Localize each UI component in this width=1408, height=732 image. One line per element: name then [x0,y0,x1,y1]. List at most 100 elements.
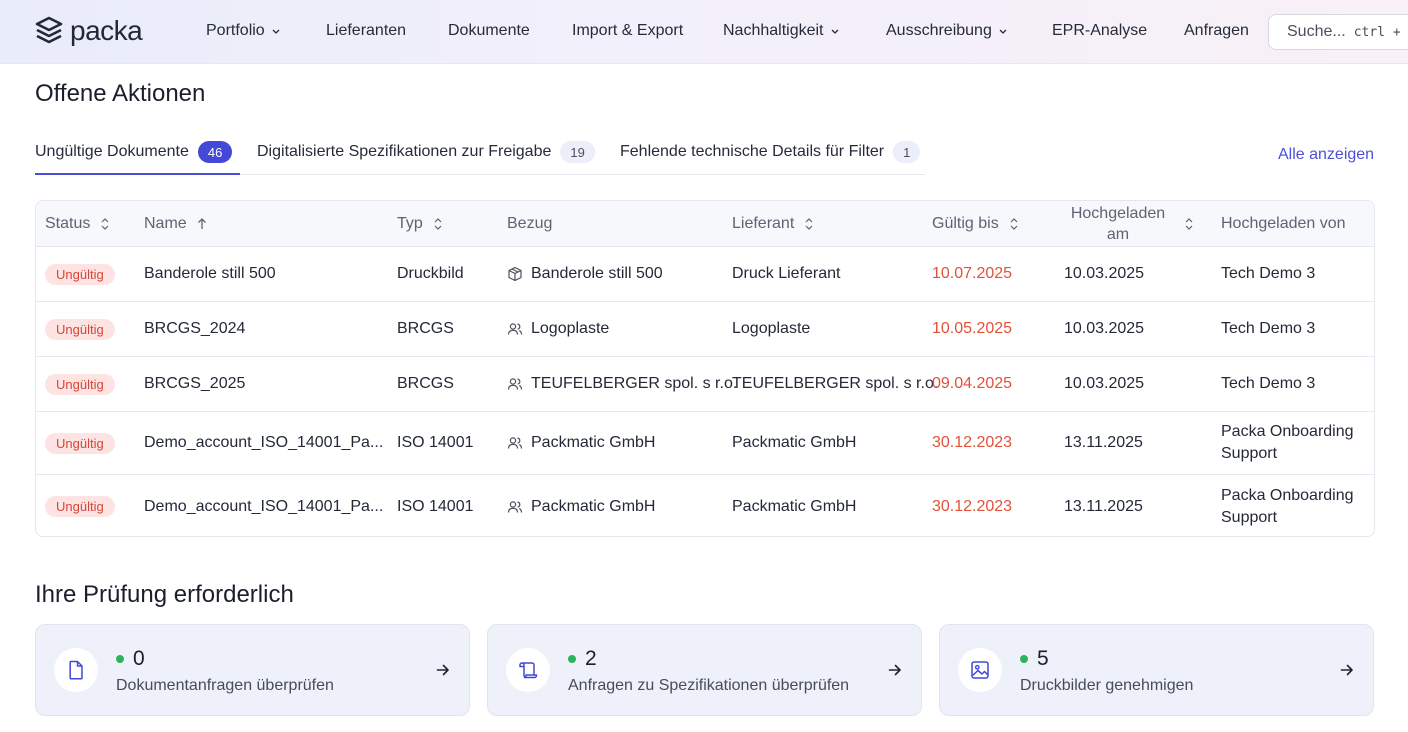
column-status-label: Status [45,215,91,232]
card-label: Anfragen zu Spezifikationen überprüfen [568,677,850,694]
arrow-right-icon [436,664,449,676]
invalid-documents-table: Status Name Typ Bezug Lieferant Gültig b… [35,200,1375,537]
arrow-right-icon [888,664,901,676]
column-name[interactable]: Name [144,201,207,247]
status-badge: Ungültig [45,432,115,454]
nav-import-export-label: Import & Export [572,22,684,39]
row-supplier: Packmatic GmbH [732,497,857,515]
nav-portfolio-label: Portfolio [206,22,265,39]
card-spec-requests[interactable]: 2 Anfragen zu Spezifikationen überprüfen [487,624,922,716]
sort-icon [805,218,813,230]
nav-epr-analyse[interactable]: EPR-Analyse [1052,22,1147,40]
card-count: 2 [585,647,597,670]
row-ref[interactable]: TEUFELBERGER spol. s r.o. [507,357,737,411]
status-badge: Ungültig [45,263,115,285]
nav-anfragen-label: Anfragen [1184,22,1249,39]
open-actions-title: Offene Aktionen [35,80,206,107]
nav-dokumente[interactable]: Dokumente [448,22,530,40]
open-actions-tabs: Ungültige Dokumente 46 Digitalisierte Sp… [35,135,925,175]
nav-nachhaltigkeit[interactable]: Nachhaltigkeit [723,22,840,40]
nav-dokumente-label: Dokumente [448,22,530,39]
nav-lieferanten-label: Lieferanten [326,22,407,39]
card-label: Dokumentanfragen überprüfen [116,677,334,694]
chevron-down-icon [999,29,1007,34]
row-ref-label: Banderole still 500 [531,265,663,282]
row-ref[interactable]: Logoplaste [507,302,609,356]
card-icon-wrap [506,648,550,692]
table-row[interactable]: Ungültig BRCGS_2024 BRCGS Logoplaste Log… [36,302,1374,357]
tab-digitized-specs[interactable]: Digitalisierte Spezifikationen zur Freig… [257,141,595,163]
nav-lieferanten[interactable]: Lieferanten [326,22,406,40]
table-row[interactable]: Ungültig Demo_account_ISO_14001_Pa... IS… [36,412,1374,475]
status-badge: Ungültig [45,318,115,340]
column-type-label: Typ [397,215,423,232]
table-header: Status Name Typ Bezug Lieferant Gültig b… [36,201,1374,247]
image-icon [971,661,989,679]
users-icon [507,500,523,513]
show-all-link[interactable]: Alle anzeigen [1278,146,1375,163]
row-type: Druckbild [397,265,464,282]
status-dot [116,655,124,663]
row-ref[interactable]: Banderole still 500 [507,247,663,301]
users-icon [507,378,523,390]
card-label: Druckbilder genehmigen [1020,677,1194,694]
row-valid-until: 10.07.2025 [932,265,1013,282]
card-icon-wrap [54,648,98,692]
tab-invalid-documents[interactable]: Ungültige Dokumente 46 [35,141,233,163]
row-type: BRCGS [397,375,454,392]
column-type[interactable]: Typ [397,201,443,247]
row-valid-until: 09.04.2025 [932,375,1013,392]
nav-import-export[interactable]: Import & Export [572,22,683,40]
nav-epr-analyse-label: EPR-Analyse [1052,22,1148,39]
count-badge: 46 [197,141,233,163]
search-input[interactable]: Suche... ctrl + K [1268,14,1408,50]
nav-ausschreibung[interactable]: Ausschreibung [886,22,1008,40]
column-name-label: Name [144,215,187,232]
status-badge: Ungültig [45,373,115,395]
row-name: Banderole still 500 [144,265,276,282]
column-uploaded-at-label: Hochgeladen am [1070,205,1166,243]
column-status[interactable]: Status [45,201,110,247]
document-icon [69,660,83,680]
column-supplier[interactable]: Lieferant [732,201,814,247]
sort-icon [434,218,442,230]
row-supplier: Druck Lieferant [732,265,841,282]
row-ref[interactable]: Packmatic GmbH [507,475,655,536]
brand-name: packa [70,15,143,46]
row-type: ISO 14001 [397,497,474,515]
users-icon [507,323,523,335]
sort-icon [1010,218,1018,230]
row-uploaded-at: 13.11.2025 [1064,497,1143,515]
tab-missing-technical-details[interactable]: Fehlende technische Details für Filter 1 [620,141,921,163]
nav-portfolio[interactable]: Portfolio [206,22,281,40]
table-row[interactable]: Ungültig Demo_account_ISO_14001_Pa... IS… [36,475,1374,536]
table-row[interactable]: Ungültig BRCGS_2025 BRCGS TEUFELBERGER s… [36,357,1374,412]
packa-logo-icon [35,16,63,44]
card-print-images[interactable]: 5 Druckbilder genehmigen [939,624,1374,716]
card-document-requests[interactable]: 0 Dokumentanfragen überprüfen [35,624,470,716]
column-uploaded-at[interactable]: Hochgeladen am [1068,201,1194,247]
row-uploaded-at: 13.11.2025 [1064,434,1143,451]
row-ref-label: TEUFELBERGER spol. s r.o. [531,375,738,392]
row-uploaded-by: Tech Demo 3 [1221,265,1316,282]
row-ref[interactable]: Packmatic GmbH [507,412,655,474]
row-uploaded-by: Tech Demo 3 [1221,375,1316,392]
brand-logo[interactable]: packa [34,15,143,47]
column-valid-until[interactable]: Gültig bis [932,201,1019,247]
scroll-icon [519,662,538,679]
row-uploaded-at: 10.03.2025 [1064,320,1145,337]
users-icon [507,437,523,449]
row-name: Demo_account_ISO_14001_Pa... [144,497,384,515]
tab-label: Fehlende technische Details für Filter [620,143,885,160]
row-supplier: Packmatic GmbH [732,434,857,451]
package-icon [508,266,522,282]
column-ref-label: Bezug [507,215,553,232]
row-valid-until: 30.12.2023 [932,434,1013,451]
row-uploaded-by: Tech Demo 3 [1221,320,1316,337]
column-valid-until-label: Gültig bis [932,215,999,232]
row-ref-label: Logoplaste [531,320,610,337]
table-row[interactable]: Ungültig Banderole still 500 Druckbild B… [36,247,1374,302]
nav-anfragen[interactable]: Anfragen [1184,22,1249,40]
row-supplier: Logoplaste [732,320,811,337]
column-uploaded-by-label: Hochgeladen von [1221,215,1346,232]
